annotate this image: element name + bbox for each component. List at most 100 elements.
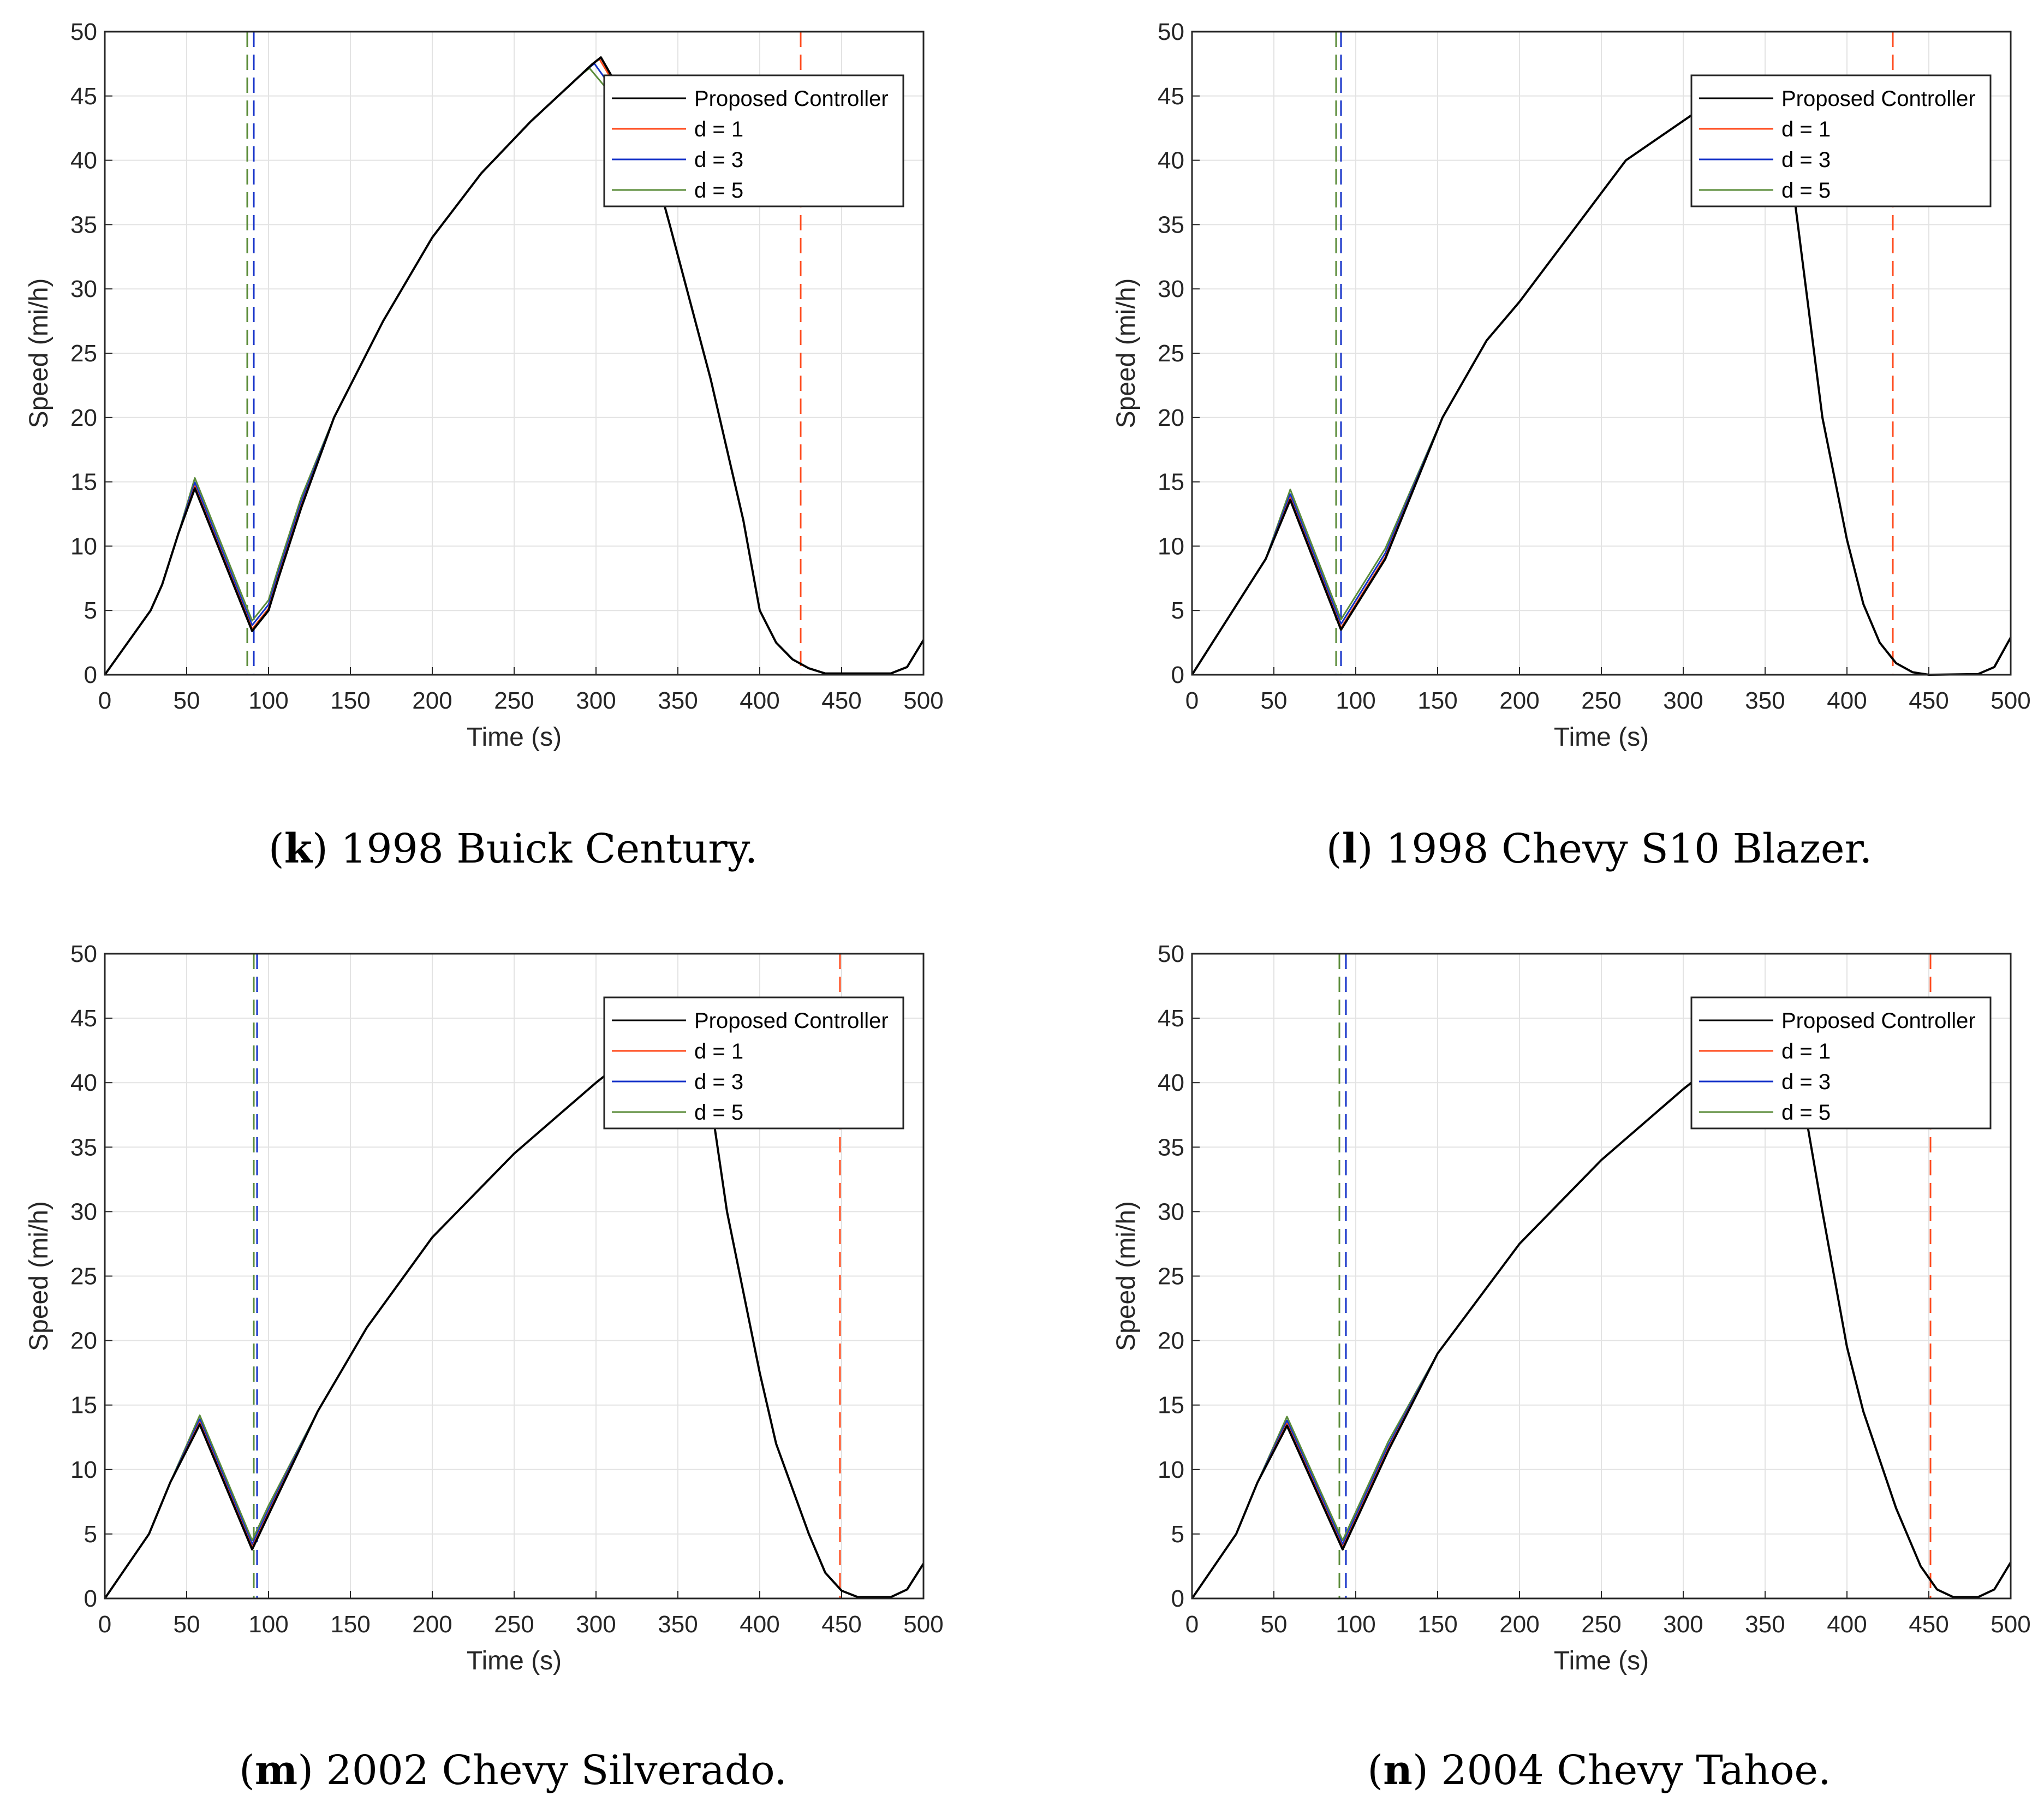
- legend-box: [1690, 996, 1992, 1130]
- y-tick-label: 40: [1158, 1069, 1184, 1096]
- x-tick-label: 50: [1261, 687, 1288, 714]
- y-tick-label: 5: [1171, 1521, 1184, 1548]
- x-tick-label: 150: [1417, 687, 1457, 714]
- y-tick-label: 45: [70, 1005, 97, 1032]
- x-tick-label: 200: [1499, 687, 1539, 714]
- y-tick-label: 50: [1158, 941, 1184, 967]
- y-tick-label: 20: [1158, 405, 1184, 431]
- y-tick-label: 20: [1158, 1328, 1184, 1354]
- y-tick-label: 50: [1158, 19, 1184, 45]
- caption-letter: l: [1342, 825, 1357, 872]
- legend-label: d = 5: [1781, 1101, 1831, 1125]
- series-line-proposed: [104, 56, 925, 676]
- legend: Proposed Controller d = 1 d = 3 d = 5: [603, 996, 904, 1130]
- y-tick-label: 10: [70, 1457, 97, 1483]
- x-axis-label: Time (s): [467, 723, 562, 752]
- x-tick-label: 500: [1991, 687, 2030, 714]
- axes-frame: [104, 953, 925, 1600]
- y-tick-label: 25: [1158, 1263, 1184, 1290]
- y-tick-label: 15: [1158, 1392, 1184, 1419]
- y-tick-label: 40: [70, 1069, 97, 1096]
- x-tick-label: 50: [174, 687, 200, 714]
- x-tick-label: 200: [1499, 1611, 1539, 1638]
- legend-label: Proposed Controller: [1781, 1009, 1976, 1033]
- y-tick-label: 30: [70, 276, 97, 302]
- y-tick-label: 35: [1158, 211, 1184, 238]
- x-tick-label: 250: [494, 687, 534, 714]
- legend-box: [603, 996, 904, 1130]
- x-tick-label: 250: [1581, 1611, 1621, 1638]
- y-tick-label: 35: [70, 1134, 97, 1161]
- legend-box: [1690, 74, 1992, 207]
- x-tick-label: 350: [658, 687, 698, 714]
- caption-paren-close: ): [1357, 825, 1373, 872]
- x-tick-label: 0: [98, 1611, 111, 1638]
- chart-panel-l: 0 50 100 150 200 250 300 350 400 450 500 0 5 10 15 20 25…: [1112, 19, 2031, 872]
- legend-label: d = 5: [694, 179, 743, 203]
- legend-label: d = 1: [694, 1039, 743, 1063]
- x-axis-label: Time (s): [1554, 723, 1649, 752]
- x-tick-label: 400: [740, 687, 779, 714]
- caption-letter: m: [255, 1747, 297, 1794]
- y-axis-label: Speed (mi/h): [1112, 278, 1141, 429]
- y-tick-label: 30: [70, 1198, 97, 1225]
- chart-panel-k: 0 50 100 150 200 250 300 350 400 450 500 0 5 10 15 20 25…: [25, 19, 944, 872]
- y-axis-label: Speed (mi/h): [1112, 1201, 1141, 1351]
- x-tick-label: 400: [1827, 687, 1867, 714]
- x-tick-label: 500: [903, 1611, 943, 1638]
- y-tick-label: 25: [70, 1263, 97, 1290]
- legend-label: d = 5: [1781, 179, 1831, 203]
- axes-frame: [104, 31, 925, 676]
- chart-panel-m: 0 50 100 150 200 250 300 350 400 450 500 0 5 10 15 20 25…: [25, 941, 944, 1794]
- caption-text: 1998 Buick Century.: [328, 825, 758, 872]
- x-tick-label: 400: [740, 1611, 779, 1638]
- axes-frame: [1191, 31, 2012, 676]
- y-tick-label: 35: [1158, 1134, 1184, 1161]
- legend-label: d = 3: [1781, 1070, 1831, 1094]
- legend-label: d = 5: [694, 1101, 743, 1125]
- y-tick-label: 15: [70, 1392, 97, 1419]
- y-tick-label: 20: [70, 405, 97, 431]
- y-tick-label: 25: [70, 340, 97, 367]
- x-tick-label: 250: [494, 1611, 534, 1638]
- y-tick-label: 0: [1171, 1585, 1184, 1612]
- caption-paren-open: (: [1367, 1747, 1383, 1794]
- x-tick-label: 200: [412, 1611, 452, 1638]
- axes-frame: [1191, 953, 2012, 1600]
- y-tick-label: 20: [70, 1328, 97, 1354]
- y-tick-label: 40: [1158, 147, 1184, 174]
- caption-text: 2004 Chevy Tahoe.: [1428, 1747, 1831, 1794]
- panel-caption: (l) 1998 Chevy S10 Blazer.: [1326, 825, 1873, 872]
- x-tick-label: 200: [412, 687, 452, 714]
- legend-label: Proposed Controller: [1781, 87, 1976, 111]
- y-tick-label: 5: [84, 597, 97, 624]
- y-tick-label: 50: [70, 941, 97, 967]
- x-tick-label: 0: [1185, 687, 1199, 714]
- legend: Proposed Controller d = 1 d = 3 d = 5: [1690, 996, 1992, 1130]
- x-tick-label: 300: [576, 687, 616, 714]
- legend-label: d = 1: [694, 117, 743, 141]
- y-tick-label: 10: [1158, 1457, 1184, 1483]
- caption-text: 1998 Chevy S10 Blazer.: [1373, 825, 1873, 872]
- x-tick-label: 400: [1827, 1611, 1867, 1638]
- legend-label: d = 1: [1781, 1039, 1831, 1063]
- x-tick-label: 450: [1909, 1611, 1948, 1638]
- y-axis-label: Speed (mi/h): [25, 1201, 53, 1351]
- y-tick-label: 30: [1158, 276, 1184, 302]
- y-tick-label: 0: [84, 662, 97, 688]
- caption-paren-close: ): [297, 1747, 313, 1794]
- y-tick-label: 45: [1158, 83, 1184, 110]
- panel-caption: (n) 2004 Chevy Tahoe.: [1367, 1747, 1831, 1794]
- caption-paren-close: ): [312, 825, 328, 872]
- x-tick-label: 450: [821, 687, 861, 714]
- x-tick-label: 500: [903, 687, 943, 714]
- x-tick-label: 350: [658, 1611, 698, 1638]
- y-tick-label: 45: [70, 83, 97, 110]
- chart-panel-n: 0 50 100 150 200 250 300 350 400 450 500 0 5 10 15 20 25…: [1112, 941, 2031, 1794]
- x-axis-label: Time (s): [467, 1646, 562, 1675]
- panel-caption: (m) 2002 Chevy Silverado.: [239, 1747, 787, 1794]
- x-tick-label: 0: [98, 687, 111, 714]
- x-tick-label: 250: [1581, 687, 1621, 714]
- caption-paren-open: (: [269, 825, 284, 872]
